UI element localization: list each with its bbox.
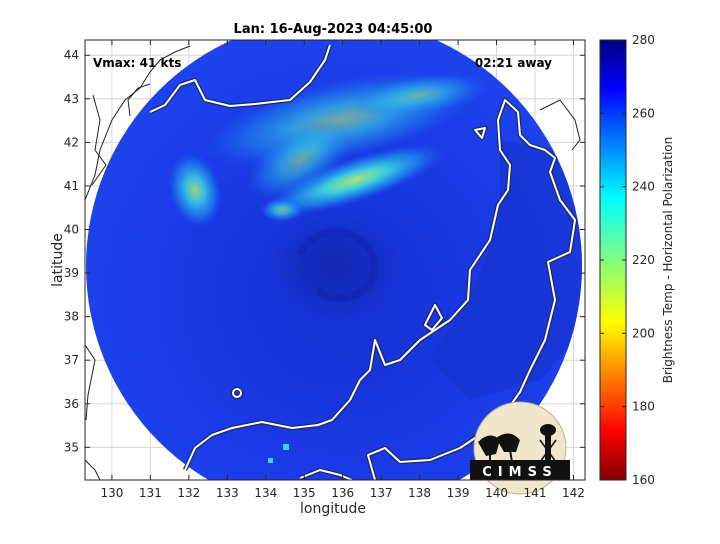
colorbar-tick-label: 280 [632,33,655,47]
x-tick-label: 134 [254,486,277,500]
chart-title: Lan: 16-Aug-2023 04:45:00 [234,22,433,37]
brightness-temp-swath [86,40,582,480]
colorbar-tick-label: 200 [632,326,655,340]
vmax-label: Vmax: 41 kts [93,56,181,70]
x-tick-label: 132 [177,486,200,500]
logo-text: CIMSS [482,465,557,480]
colorbar-tick-label: 180 [632,400,655,414]
x-tick-label: 139 [447,486,470,500]
colorbar [599,39,627,481]
axes-frame [84,39,586,481]
y-tick-label: 40 [64,223,79,237]
cimss-logo: CIMSS [470,401,570,495]
x-tick-label: 138 [408,486,431,500]
coastline-inner [149,44,578,480]
away-label: 02:21 away [475,56,552,70]
y-tick-label: 35 [64,440,79,454]
x-axis-label: longitude [300,501,366,517]
y-axis-ticks: 35 36 37 38 39 40 41 42 43 44 [64,48,585,454]
y-tick-label: 44 [64,48,79,62]
x-tick-label: 142 [562,486,585,500]
colorbar-tick-label: 240 [632,180,655,194]
x-tick-label: 137 [370,486,393,500]
colorbar-label: Brightness Temp - Horizontal Polarizatio… [661,137,675,384]
y-tick-label: 43 [64,92,79,106]
colorbar-tick-label: 260 [632,106,655,120]
y-tick-label: 37 [64,353,79,367]
x-tick-label: 135 [293,486,316,500]
x-tick-label: 131 [139,486,162,500]
x-tick-label: 141 [524,486,547,500]
y-tick-label: 39 [64,266,79,280]
y-tick-label: 36 [64,397,79,411]
y-tick-label: 42 [64,135,79,149]
x-tick-label: 140 [485,486,508,500]
x-tick-label: 130 [100,486,123,500]
colorbar-ticks: 160 180 200 220 240 260 280 [600,33,655,487]
y-axis-label: latitude [50,233,66,287]
colorbar-tick-label: 220 [632,253,655,267]
x-axis-ticks: 130 131 132 133 134 135 136 137 138 139 140 141 142 [100,40,585,500]
y-tick-label: 38 [64,310,79,324]
x-tick-label: 133 [216,486,239,500]
y-tick-label: 41 [64,179,79,193]
x-tick-label: 136 [331,486,354,500]
colorbar-tick-label: 160 [632,473,655,487]
